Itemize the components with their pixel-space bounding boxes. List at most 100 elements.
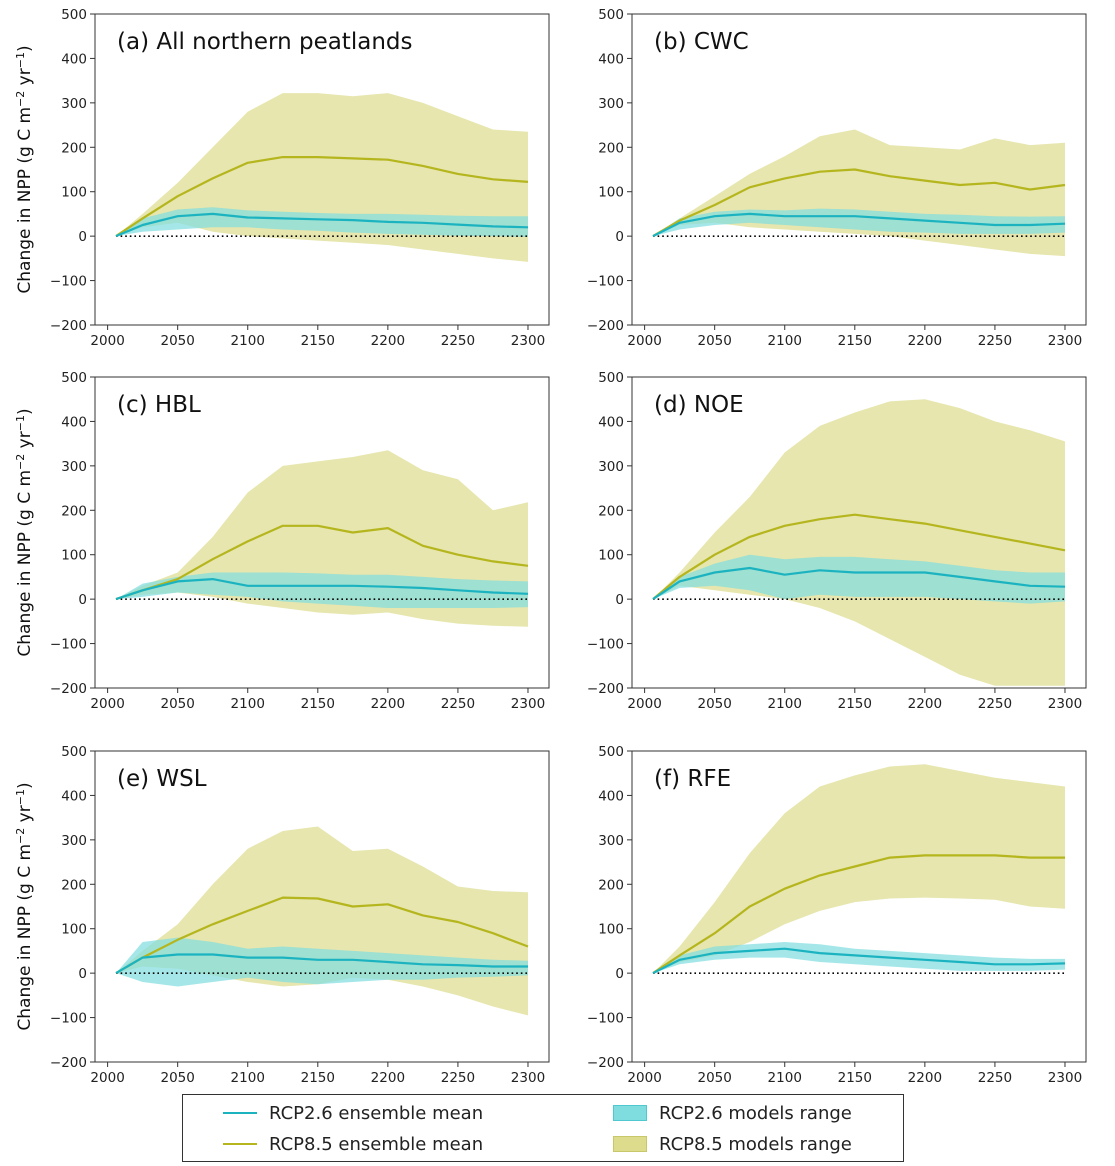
y-axis: −200 −100 0 100 200 300 400 500 — [587, 744, 632, 1071]
y-axis-label: Change in NPP (g C m−2 yr−1) — [14, 45, 36, 293]
x-tick-label: 2150 — [301, 1070, 335, 1086]
plot-area-6 — [652, 764, 1066, 975]
panel-title: (a) All northern peatlands — [117, 29, 412, 55]
x-tick-label: 2050 — [697, 696, 731, 712]
x-tick-label: 2150 — [301, 696, 335, 712]
x-tick-label: 2150 — [838, 696, 872, 712]
rcp85-range-band — [116, 826, 528, 1016]
plot-area-2 — [652, 129, 1066, 257]
y-tick-label: 100 — [61, 548, 87, 564]
rcp26-range-band — [653, 208, 1065, 237]
rcp85-mean-line — [652, 854, 1065, 975]
y-axis: −200 −100 0 100 200 300 400 500 — [50, 7, 95, 334]
legend-label-rcp26-range: RCP2.6 models range — [659, 1102, 852, 1124]
chart-panel-3: 2000 2050 2100 2150 2200 2250 2300 −200 −100 0 100… — [14, 370, 550, 712]
x-tick-label: 2150 — [838, 333, 872, 349]
y-tick-label: 300 — [61, 96, 87, 112]
panel-title: (e) WSL — [117, 766, 207, 792]
y-tick-label: 400 — [61, 51, 87, 67]
x-tick-label: 2050 — [697, 1070, 731, 1086]
x-tick-label: 2050 — [160, 333, 194, 349]
y-tick-label: −200 — [50, 318, 87, 334]
x-tick-label: 2000 — [90, 333, 124, 349]
x-tick-label: 2250 — [978, 1070, 1012, 1086]
x-tick-label: 2200 — [371, 696, 405, 712]
chart-panel-4: 2000 2050 2100 2150 2200 2250 2300 −200 −100 0 100… — [587, 370, 1087, 712]
y-tick-label: 0 — [78, 229, 87, 245]
legend-swatch-rcp26-range — [613, 1105, 647, 1121]
x-tick-label: 2250 — [441, 333, 475, 349]
x-tick-label: 2100 — [768, 333, 802, 349]
y-tick-label: 300 — [61, 459, 87, 475]
y-tick-label: 200 — [598, 877, 624, 893]
rcp26-mean-line — [652, 947, 1066, 975]
legend-swatch-rcp26-mean — [223, 1112, 257, 1114]
y-tick-label: 300 — [598, 459, 624, 475]
x-tick-label: 2100 — [231, 696, 265, 712]
rcp85-mean-line — [115, 156, 529, 238]
x-axis: 2000 2050 2100 2150 2200 2250 2300 — [90, 1062, 545, 1086]
y-tick-label: −200 — [50, 1055, 87, 1071]
chart-panel-5: 2000 2050 2100 2150 2200 2250 2300 −200 −100 0 100… — [14, 744, 550, 1086]
panel-title: (f) RFE — [654, 766, 731, 792]
rcp85-mean-line — [115, 896, 529, 975]
y-tick-label: 400 — [598, 51, 624, 67]
rcp85-mean-line — [652, 513, 1066, 600]
x-tick-label: 2250 — [441, 1070, 475, 1086]
axes-frame — [631, 750, 1087, 1063]
y-axis: −200 −100 0 100 200 300 400 500 — [50, 370, 95, 697]
y-tick-label: 100 — [598, 922, 624, 938]
chart-panel-6: 2000 2050 2100 2150 2200 2250 2300 −200 −100 0 100… — [587, 744, 1087, 1086]
x-tick-label: 2300 — [511, 333, 545, 349]
plot-area-1 — [115, 93, 529, 262]
legend-label-rcp26-mean: RCP2.6 ensemble mean — [269, 1102, 484, 1124]
y-tick-label: −100 — [50, 274, 87, 290]
x-tick-label: 2250 — [978, 333, 1012, 349]
chart-panel-1: 2000 2050 2100 2150 2200 2250 2300 −200 −100 0 100… — [14, 7, 550, 349]
x-tick-label: 2050 — [160, 1070, 194, 1086]
rcp85-range-band — [653, 399, 1065, 686]
rcp26-range-band — [116, 937, 528, 987]
x-axis: 2000 2050 2100 2150 2200 2250 2300 — [627, 1062, 1082, 1086]
plot-area-5 — [115, 826, 529, 1016]
y-tick-label: 0 — [615, 592, 624, 608]
plot-area-3 — [115, 450, 529, 627]
x-tick-label: 2200 — [371, 1070, 405, 1086]
x-tick-label: 2250 — [978, 696, 1012, 712]
y-tick-label: 200 — [598, 503, 624, 519]
x-tick-label: 2100 — [231, 333, 265, 349]
y-tick-label: −200 — [587, 318, 624, 334]
x-tick-label: 2300 — [511, 1070, 545, 1086]
figure-canvas: 2000 2050 2100 2150 2200 2250 2300−200−1000100… — [14, 7, 1087, 1086]
x-tick-label: 2000 — [90, 1070, 124, 1086]
rcp85-range-band — [653, 129, 1065, 257]
x-axis: 2000 2050 2100 2150 2200 2250 2300 — [90, 688, 545, 712]
x-tick-label: 2100 — [231, 1070, 265, 1086]
panel-title: (d) NOE — [654, 392, 744, 418]
y-tick-label: 100 — [61, 922, 87, 938]
legend-swatch-rcp85-range — [613, 1136, 647, 1152]
y-tick-label: 100 — [598, 548, 624, 564]
y-tick-label: 500 — [598, 7, 624, 23]
y-tick-label: −100 — [587, 1011, 624, 1027]
x-tick-label: 2200 — [908, 333, 942, 349]
y-tick-label: 500 — [61, 7, 87, 23]
legend-label-rcp85-mean: RCP8.5 ensemble mean — [269, 1133, 484, 1155]
x-tick-label: 2300 — [511, 696, 545, 712]
x-tick-label: 2050 — [160, 696, 194, 712]
x-tick-label: 2150 — [838, 1070, 872, 1086]
x-tick-label: 2300 — [1048, 696, 1082, 712]
x-tick-label: 2200 — [908, 1070, 942, 1086]
y-tick-label: −100 — [587, 274, 624, 290]
y-tick-label: 200 — [61, 877, 87, 893]
axes-frame — [631, 376, 1087, 689]
x-tick-label: 2250 — [441, 696, 475, 712]
y-tick-label: 400 — [61, 414, 87, 430]
panel-title: (b) CWC — [654, 29, 749, 55]
rcp26-mean-line — [652, 212, 1066, 238]
y-tick-label: 300 — [598, 96, 624, 112]
y-tick-label: 200 — [61, 503, 87, 519]
legend-item-rcp26-range: RCP2.6 models range — [613, 1099, 852, 1127]
x-tick-label: 2000 — [627, 1070, 661, 1086]
y-axis-label: Change in NPP (g C m−2 yr−1) — [14, 408, 36, 656]
